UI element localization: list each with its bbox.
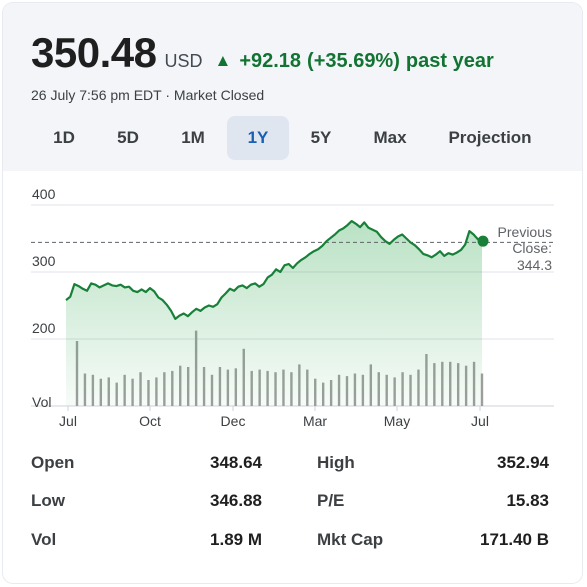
x-tick-label: May <box>384 413 410 429</box>
price-change: ▲ +92.18 (+35.69%) past year <box>214 50 493 73</box>
change-percent: (+35.69%) <box>307 50 400 72</box>
last-price-dot <box>477 235 489 247</box>
stat-high-value: 352.94 <box>497 453 549 472</box>
previous-close-label-line2: Close: <box>512 240 552 256</box>
stat-mktcap-value: 171.40 B <box>480 530 549 549</box>
stat-vol-value: 1.89 M <box>210 530 262 549</box>
change-value: +92.18 <box>239 50 302 72</box>
x-tick-label: Jul <box>59 413 77 429</box>
price-area-fill <box>66 221 482 406</box>
change-period: past year <box>405 50 494 72</box>
price-line <box>65 220 483 320</box>
tab-5y[interactable]: 5Y <box>310 128 332 147</box>
stat-low-label: Low <box>31 491 65 510</box>
x-tick-label: Dec <box>221 413 246 429</box>
volume-axis-label: Vol <box>32 394 51 410</box>
quote-header: 350.48 USD ▲ +92.18 (+35.69%) past year … <box>3 3 582 171</box>
stock-quote-card: 350.48 USD ▲ +92.18 (+35.69%) past year … <box>3 3 582 583</box>
tab-5d[interactable]: 5D <box>117 128 139 147</box>
x-tick-label: Mar <box>303 413 327 429</box>
y-tick-label: 400 <box>32 186 56 202</box>
price-chart[interactable]: 400 300 200 Vol Previous Close: 344.3 Jul O… <box>3 171 582 441</box>
tab-1d[interactable]: 1D <box>53 128 75 147</box>
tab-1y[interactable]: 1Y <box>227 116 289 160</box>
stat-low-value: 346.88 <box>210 491 262 510</box>
stat-pe-value: 15.83 <box>506 491 549 510</box>
tab-max[interactable]: Max <box>373 128 407 147</box>
stat-open-label: Open <box>31 453 75 472</box>
tab-1m[interactable]: 1M <box>181 128 205 147</box>
stat-mktcap-label: Mkt Cap <box>317 530 384 549</box>
stat-open-value: 348.64 <box>210 453 262 472</box>
x-tick-label: Jul <box>471 413 489 429</box>
previous-close-label-line1: Previous <box>498 224 552 240</box>
range-tabs: 1D 5D 1M 1Y 5Y Max Projection <box>31 116 553 160</box>
tab-projection[interactable]: Projection <box>448 128 532 147</box>
current-price: 350.48 <box>31 29 157 76</box>
stat-high-label: High <box>317 453 355 472</box>
previous-close-value: 344.3 <box>517 257 552 273</box>
stat-pe-label: P/E <box>317 491 345 510</box>
x-tick-label: Oct <box>139 413 161 429</box>
y-tick-label: 300 <box>32 253 56 269</box>
up-arrow-icon: ▲ <box>214 51 232 70</box>
y-tick-label: 200 <box>32 320 56 336</box>
price-row: 350.48 USD ▲ +92.18 (+35.69%) past year <box>31 29 494 77</box>
market-status-timestamp: 26 July 7:56 pm EDT · Market Closed <box>31 87 265 103</box>
stat-vol-label: Vol <box>31 530 57 549</box>
currency-label: USD <box>164 51 203 71</box>
